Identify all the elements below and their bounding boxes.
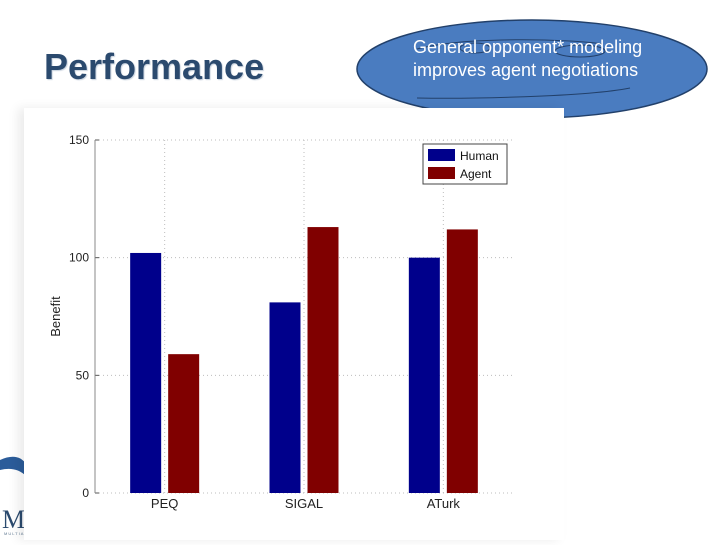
legend-label-agent: Agent — [460, 167, 492, 181]
bar-agent — [446, 229, 478, 493]
logo-subtext: MULTIA — [4, 531, 25, 536]
y-tick-label: 50 — [76, 368, 90, 382]
logo-letter: M — [2, 505, 26, 534]
callout-bubble: General opponent* modeling improves agen… — [355, 18, 710, 120]
bar-human — [408, 257, 440, 493]
y-tick-label: 150 — [69, 133, 89, 147]
legend-swatch-agent — [428, 167, 455, 179]
bar-agent — [307, 227, 339, 493]
slide-title: Performance — [44, 46, 265, 87]
bar-agent — [168, 354, 200, 493]
decorative-wave-icon — [0, 440, 30, 540]
legend-swatch-human — [428, 149, 455, 161]
y-tick-label: 100 — [69, 251, 89, 265]
y-tick-label: 0 — [82, 486, 89, 500]
callout-text: General opponent* modeling improves agen… — [413, 37, 643, 80]
x-tick-label: ATurk — [427, 496, 461, 511]
bar-chart: 0 50 100 150 PEQ SIGAL ATurk Benefit Human Agent — [48, 133, 513, 511]
chart-panel: 0 50 100 150 PEQ SIGAL ATurk Benefit Human Agent — [24, 108, 564, 540]
callout-ellipse-icon — [356, 19, 708, 119]
bar-human — [130, 252, 162, 493]
y-axis-label: Benefit — [48, 296, 63, 337]
legend-label-human: Human — [460, 149, 499, 163]
x-tick-label: SIGAL — [285, 496, 323, 511]
x-tick-label: PEQ — [151, 496, 178, 511]
bar-human — [269, 302, 301, 493]
